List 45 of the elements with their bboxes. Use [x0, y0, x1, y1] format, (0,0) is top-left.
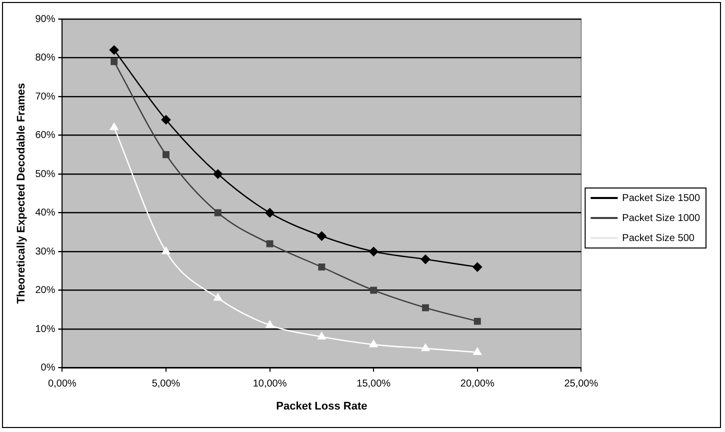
y-tick-label: 0% — [40, 362, 56, 374]
point — [214, 209, 222, 216]
point — [317, 231, 326, 241]
point — [318, 332, 326, 340]
y-tick-label: 70% — [35, 91, 56, 102]
x-tick-label: 15,00% — [356, 378, 391, 390]
y-tick-label: 30% — [35, 246, 56, 258]
point — [369, 340, 378, 348]
point — [266, 320, 274, 328]
y-tick-label: 80% — [35, 52, 56, 64]
point — [421, 344, 430, 352]
point — [473, 348, 482, 355]
text: Packet Size 500 — [622, 232, 695, 244]
legend-label: Packet Size 1500 — [622, 192, 700, 204]
x-tick-label: 20,00% — [460, 378, 494, 390]
y-tick-label: 10% — [35, 324, 56, 335]
y-tick-label: 50% — [35, 168, 56, 180]
point — [370, 286, 378, 294]
point — [162, 151, 170, 158]
x-tick-label: 10,00% — [252, 378, 287, 390]
point — [265, 208, 274, 218]
point — [109, 45, 119, 55]
y-tick-label: 20% — [35, 285, 56, 296]
x-axis-title: Packet Loss Rate — [276, 400, 368, 412]
legend-label: Packet Size 1000 — [622, 212, 700, 224]
point — [368, 246, 378, 256]
point — [422, 304, 429, 312]
x-tick-label: 5,00% — [152, 378, 180, 390]
point — [110, 122, 118, 130]
point — [162, 246, 170, 254]
point — [420, 254, 430, 264]
point — [214, 293, 222, 301]
x-tick-label: 25,00% — [564, 378, 598, 390]
y-tick-label: 60% — [35, 130, 56, 142]
y-tick-label: 90% — [35, 14, 56, 25]
y-axis-title: Theoretically Expected Decodable Frames — [16, 83, 28, 304]
point — [213, 169, 223, 179]
point — [266, 240, 274, 248]
point — [474, 318, 481, 325]
x-tick-label: 0,00% — [48, 378, 76, 390]
point — [161, 115, 171, 124]
point — [472, 262, 482, 272]
y-tick-label: 40% — [35, 208, 56, 219]
point — [110, 58, 118, 66]
point — [318, 264, 326, 271]
